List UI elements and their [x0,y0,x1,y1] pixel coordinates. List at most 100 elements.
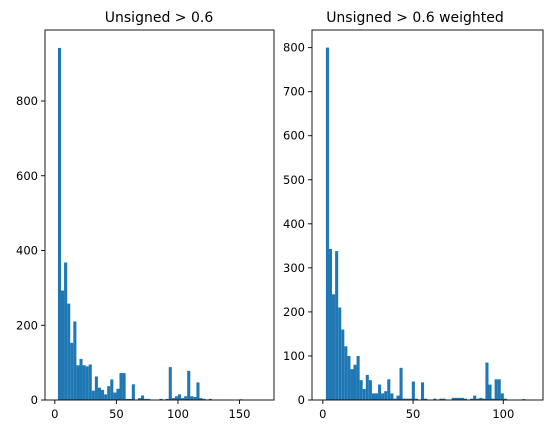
right-histogram-bar [457,397,461,400]
right-histogram-bar [328,248,333,400]
left-histogram-panel: Unsigned > 0.6 0 50 100 150 0 200 400 600 800 [16,10,275,421]
left-histogram-bar [177,394,182,400]
left-histogram-bar [199,398,203,400]
left-histogram-bar [61,290,65,400]
right-histogram-bar [356,355,360,400]
right-y-tick-label: 800 [283,41,305,55]
left-y-tick-label: 0 [31,393,38,407]
left-chart-title: Unsigned > 0.6 [105,10,214,26]
left-x-tick-label: 150 [229,407,251,421]
right-histogram-bar [424,398,428,400]
right-histogram-bar [362,388,366,400]
right-x-tick-label: 100 [492,407,514,421]
right-histogram-bar [387,379,391,400]
right-x-tick-label: 50 [406,407,421,421]
right-histogram-bar [384,391,388,400]
left-histogram-bar [184,396,188,400]
left-histogram-bar [64,262,68,400]
left-histogram-bar [76,365,80,400]
left-histogram-bar [144,398,148,400]
right-histogram-bar [344,346,348,400]
left-histogram-bar [110,379,114,400]
right-histogram-bar [381,393,385,400]
left-histogram-bar [101,389,105,400]
right-y-tick-label: 200 [283,305,305,319]
left-histogram-bar [73,321,77,400]
left-y-tick-label: 400 [16,244,38,258]
left-histogram-bar [137,398,142,400]
left-y-tick-label: 800 [16,94,38,108]
left-histogram-bars [57,47,243,400]
left-histogram-bar [57,47,62,400]
right-y-tick-label: 100 [283,349,305,363]
left-y-tick-label: 600 [16,169,38,183]
right-histogram-bar [460,397,464,400]
right-histogram-bar [338,307,342,400]
right-axes-frame [311,29,544,401]
left-histogram-bar [128,398,132,400]
right-y-tick-label: 0 [298,393,305,407]
right-histogram-bar [439,398,443,400]
right-axis-ticks: 0 50 100 0 100 200 300 400 500 600 700 800 [283,41,514,421]
right-histogram-bar [396,395,400,400]
right-histogram-bar [353,364,357,400]
left-histogram-bar [91,390,95,400]
right-histogram-bar [368,380,372,400]
left-histogram-bar [85,366,89,400]
right-histogram-bar [482,398,486,400]
right-histogram-bar [399,367,403,400]
right-histogram-bar [433,398,437,400]
left-histogram-bar [116,388,120,400]
right-histogram-bars [325,47,526,401]
left-histogram-bar [147,398,151,400]
left-histogram-bar [208,398,212,400]
right-histogram-bar [359,380,363,400]
right-y-tick-label: 400 [283,217,305,231]
left-histogram-bar [141,395,145,400]
right-histogram-bar [479,397,483,400]
left-x-tick-label: 0 [51,407,58,421]
right-histogram-bar [350,369,354,400]
right-histogram-bar [491,398,495,400]
right-histogram-bar [325,47,329,401]
right-histogram-bar [442,398,446,400]
left-histogram-bar [88,364,92,400]
right-histogram-bar [390,393,394,400]
right-histogram-bar [473,395,477,400]
left-histogram-bar [67,303,71,400]
left-axis-ticks: 0 50 100 150 0 200 400 600 800 [16,94,250,421]
left-axes-frame [44,29,275,401]
right-histogram-bar [335,251,339,400]
right-histogram-panel: Unsigned > 0.6 weighted 0 50 100 0 100 200 300… [283,10,544,421]
left-histogram-bar [107,386,111,400]
left-histogram-bar [125,398,129,400]
right-histogram-bar [341,329,345,400]
right-histogram-bar [488,384,492,400]
right-histogram-bar [378,384,382,400]
left-histogram-bar [202,398,206,400]
left-histogram-bar [79,358,83,400]
right-histogram-bar [402,398,406,400]
left-histogram-bar [165,398,169,400]
right-histogram-bar [371,393,375,400]
right-histogram-bar [408,398,412,400]
right-y-tick-label: 700 [283,85,305,99]
left-histogram-bar [113,392,117,400]
right-histogram-bar [393,398,397,400]
left-histogram-bar [171,398,175,400]
right-histogram-bar [347,355,351,400]
left-histogram-bar [104,394,108,400]
right-histogram-bar [463,398,468,400]
right-histogram-bar [503,398,507,400]
right-y-tick-label: 300 [283,261,305,275]
right-histogram-bar [451,397,455,400]
right-chart-title: Unsigned > 0.6 weighted [326,10,504,26]
right-histogram-bar [470,398,474,400]
right-histogram-bar [497,379,501,400]
left-histogram-bar [168,367,172,400]
left-histogram-bar [97,387,102,400]
right-histogram-bar [500,393,504,400]
right-histogram-bar [374,393,379,400]
right-histogram-bar [476,398,480,400]
